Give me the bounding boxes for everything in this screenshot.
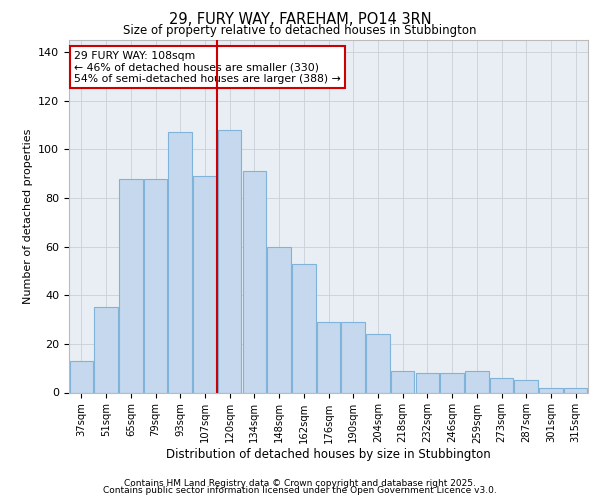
Bar bbox=[465, 370, 488, 392]
Bar bbox=[416, 373, 439, 392]
Bar bbox=[341, 322, 365, 392]
Bar bbox=[539, 388, 563, 392]
Text: Size of property relative to detached houses in Stubbington: Size of property relative to detached ho… bbox=[123, 24, 477, 37]
Bar bbox=[292, 264, 316, 392]
Y-axis label: Number of detached properties: Number of detached properties bbox=[23, 128, 32, 304]
Bar bbox=[193, 176, 217, 392]
Bar bbox=[317, 322, 340, 392]
Bar bbox=[490, 378, 513, 392]
Bar bbox=[268, 246, 291, 392]
Bar bbox=[169, 132, 192, 392]
Bar bbox=[218, 130, 241, 392]
Bar bbox=[70, 361, 93, 392]
Bar bbox=[514, 380, 538, 392]
Text: 29 FURY WAY: 108sqm
← 46% of detached houses are smaller (330)
54% of semi-detac: 29 FURY WAY: 108sqm ← 46% of detached ho… bbox=[74, 50, 341, 84]
Bar bbox=[440, 373, 464, 392]
Bar bbox=[564, 388, 587, 392]
Text: Contains public sector information licensed under the Open Government Licence v3: Contains public sector information licen… bbox=[103, 486, 497, 495]
Bar bbox=[119, 178, 143, 392]
Bar bbox=[144, 178, 167, 392]
Bar bbox=[366, 334, 389, 392]
X-axis label: Distribution of detached houses by size in Stubbington: Distribution of detached houses by size … bbox=[166, 448, 491, 461]
Bar bbox=[94, 308, 118, 392]
Bar bbox=[242, 172, 266, 392]
Text: 29, FURY WAY, FAREHAM, PO14 3RN: 29, FURY WAY, FAREHAM, PO14 3RN bbox=[169, 12, 431, 28]
Bar bbox=[391, 370, 415, 392]
Text: Contains HM Land Registry data © Crown copyright and database right 2025.: Contains HM Land Registry data © Crown c… bbox=[124, 478, 476, 488]
